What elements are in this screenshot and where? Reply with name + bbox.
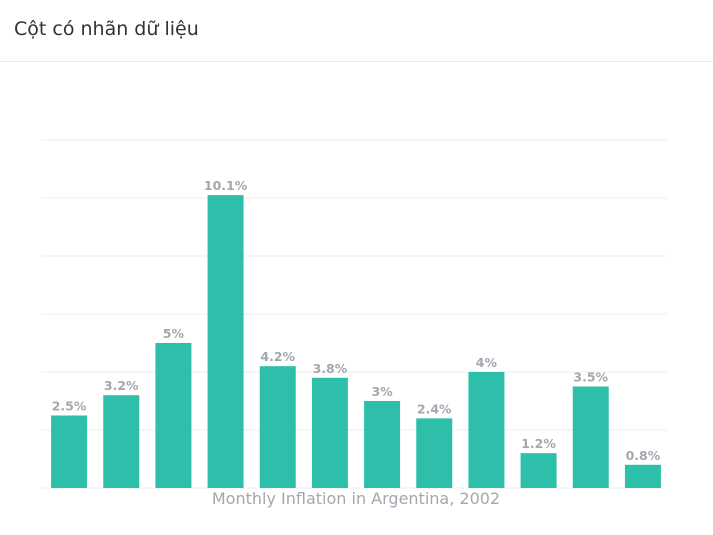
chart-area: 2.5% 3.2% 5% 10.1% 4.2% 3.8% 3% 2.4% 4% 1.2% 3.5% 0… <box>0 62 713 534</box>
data-label-8: 2.4% <box>417 401 452 416</box>
data-label-6: 3.8% <box>313 361 348 376</box>
bar-10[interactable] <box>520 453 557 488</box>
bar-12[interactable] <box>624 464 661 488</box>
data-label-11: 3.5% <box>573 370 608 385</box>
data-label-3: 5% <box>163 326 185 341</box>
data-label-7: 3% <box>371 384 393 399</box>
data-label-10: 1.2% <box>521 436 556 451</box>
bar-1[interactable] <box>51 415 88 489</box>
bar-6[interactable] <box>311 377 348 488</box>
gridlines <box>41 139 667 489</box>
data-label-5: 4.2% <box>260 349 295 364</box>
bar-5[interactable] <box>259 366 296 488</box>
bars <box>51 195 661 488</box>
bar-3[interactable] <box>155 343 192 488</box>
chart-title: Monthly Inflation in Argentina, 2002 <box>212 489 500 508</box>
bar-4[interactable] <box>207 195 244 488</box>
bar-2[interactable] <box>103 395 140 488</box>
card-header: Cột có nhãn dữ liệu <box>0 0 713 62</box>
data-label-9: 4% <box>476 355 498 370</box>
data-label-12: 0.8% <box>626 448 661 463</box>
bar-9[interactable] <box>468 372 505 488</box>
bar-8[interactable] <box>416 418 453 488</box>
bar-11[interactable] <box>572 386 609 489</box>
data-label-1: 2.5% <box>52 399 87 414</box>
data-labels: 2.5% 3.2% 5% 10.1% 4.2% 3.8% 3% 2.4% 4% 1.2% 3.5% 0… <box>52 178 661 463</box>
bar-chart: 2.5% 3.2% 5% 10.1% 4.2% 3.8% 3% 2.4% 4% 1.2% 3.5% 0… <box>41 139 667 508</box>
data-label-2: 3.2% <box>104 378 139 393</box>
data-label-4: 10.1% <box>204 178 248 193</box>
card-title: Cột có nhãn dữ liệu <box>14 18 199 40</box>
bar-7[interactable] <box>364 401 401 488</box>
